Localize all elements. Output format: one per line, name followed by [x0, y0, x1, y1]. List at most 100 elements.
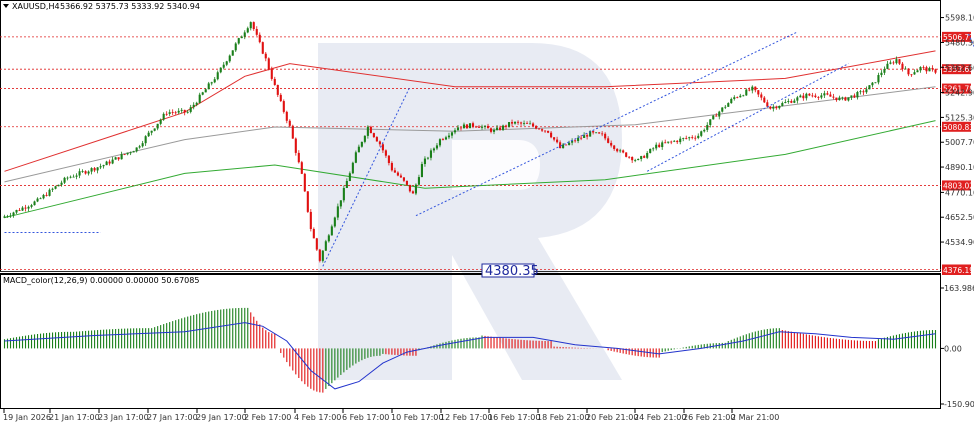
candle-body: [303, 173, 306, 192]
candle-body: [532, 123, 535, 127]
candle-body: [351, 162, 354, 174]
candle-body: [553, 137, 556, 140]
candle-body: [775, 106, 778, 109]
candle-body: [871, 82, 874, 86]
time-tick-label: 6 Feb 17:00: [342, 413, 389, 422]
candle-body: [709, 119, 712, 125]
candle-body: [288, 120, 291, 126]
candle-body: [748, 89, 751, 91]
price-tick-label: 5242.90: [945, 89, 974, 98]
candle-body: [177, 110, 180, 113]
candle-body: [150, 130, 153, 133]
candle-body: [357, 146, 360, 153]
candle-body: [628, 156, 631, 158]
candle-body: [838, 97, 841, 101]
candle-body: [486, 125, 490, 129]
candle-body: [345, 181, 348, 189]
candle-body: [634, 160, 637, 161]
candle-body: [736, 97, 739, 98]
candle-body: [324, 241, 327, 251]
candle-body: [369, 126, 372, 134]
candle-body: [483, 125, 487, 127]
candle-body: [33, 201, 36, 206]
candle-body: [784, 102, 787, 104]
candle-body: [712, 115, 715, 120]
candle-body: [844, 97, 847, 101]
candle-body: [898, 59, 901, 64]
candle-body: [877, 75, 880, 83]
candle-body: [252, 22, 255, 30]
macd-tick-label: 0.00: [944, 344, 962, 353]
candle-body: [580, 137, 583, 139]
candle-body: [228, 55, 231, 62]
candle-body: [69, 176, 72, 178]
candle-body: [96, 167, 99, 171]
candle-body: [165, 113, 168, 115]
candle-body: [507, 122, 511, 127]
candle-body: [853, 95, 856, 98]
candle-body: [168, 112, 171, 114]
candle-body: [153, 128, 156, 131]
candle-body: [327, 235, 330, 242]
candle-body: [312, 229, 315, 239]
candle-body: [826, 93, 829, 95]
candle-body: [435, 145, 439, 149]
candle-body: [474, 126, 478, 128]
candle-body: [195, 102, 198, 105]
candle-body: [297, 152, 300, 163]
candle-body: [589, 131, 592, 137]
candle-body: [87, 171, 90, 174]
candle-body: [99, 166, 102, 168]
candle-body: [685, 138, 688, 139]
candle-body: [835, 97, 838, 101]
price-level-tag: [942, 121, 971, 132]
candle-body: [664, 142, 667, 144]
candle-body: [814, 95, 817, 97]
candle-body: [613, 145, 616, 149]
candle-body: [174, 112, 177, 114]
candle-body: [637, 159, 640, 161]
candle-body: [601, 133, 604, 135]
candle-body: [336, 206, 339, 218]
macd-panel: 163.98666 0.00 -150.9098: [3, 284, 974, 409]
candle-body: [441, 139, 445, 141]
candle-body: [144, 136, 147, 144]
candle-body: [910, 74, 913, 76]
candle-body: [444, 137, 448, 140]
candle-body: [513, 121, 517, 124]
candle-body: [366, 126, 369, 136]
candle-body: [880, 72, 883, 76]
candle-body: [21, 207, 24, 211]
price-level-label: 5506.72: [943, 33, 974, 42]
candle-body: [102, 165, 105, 167]
dropdown-triangle-icon[interactable]: [3, 4, 9, 8]
candle-body: [727, 103, 730, 107]
candle-body: [823, 93, 826, 96]
candle-body: [769, 106, 772, 109]
candle-body: [111, 159, 114, 164]
candle-body: [63, 177, 66, 183]
candle-body: [330, 226, 333, 236]
candle-body: [919, 67, 922, 71]
moving-average-line: [4, 120, 936, 219]
candle-body: [285, 111, 288, 121]
candle-body: [796, 97, 799, 101]
candle-body: [526, 122, 529, 124]
candle-body: [27, 206, 30, 209]
candle-body: [928, 67, 931, 72]
candle-body: [432, 148, 436, 151]
candle-body: [231, 50, 234, 56]
candle-body: [529, 123, 532, 125]
price-level-tag: [942, 180, 971, 191]
candle-body: [399, 175, 402, 178]
candle-body: [186, 111, 189, 113]
candle-body: [12, 212, 15, 216]
candle-body: [568, 142, 571, 145]
current-price-label: 4376.19: [943, 266, 974, 275]
candle-body: [501, 125, 505, 130]
candle-body: [895, 59, 898, 64]
candle-body: [640, 156, 643, 160]
candle-body: [93, 168, 96, 171]
price-tick-label: 5362.60: [945, 63, 974, 72]
